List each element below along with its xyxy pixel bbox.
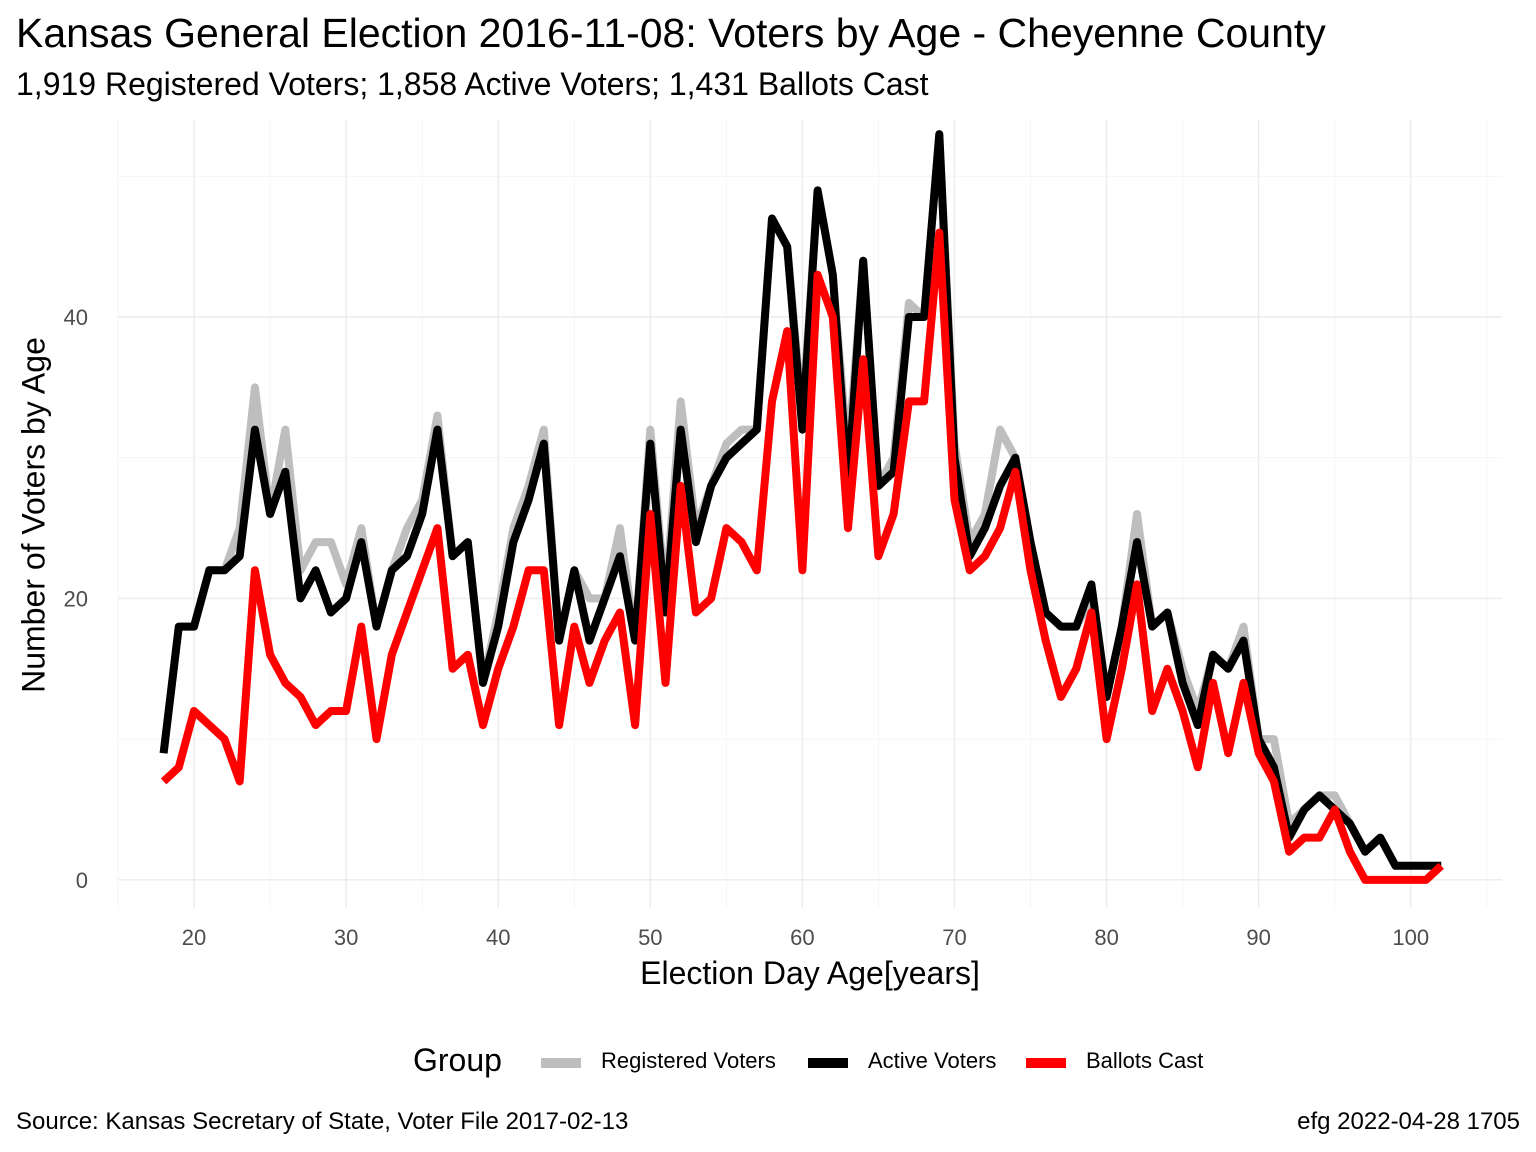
x-tick-label: 30 xyxy=(334,925,358,950)
axis-tick-labels: 20 30 40 50 60 70 80 90 100 0 20 40 xyxy=(64,305,1430,950)
series-lines xyxy=(159,130,1444,884)
chart-title: Kansas General Election 2016-11-08: Vote… xyxy=(16,10,1326,56)
chart-subtitle: 1,919 Registered Voters; 1,858 Active Vo… xyxy=(16,66,929,102)
x-tick-label: 60 xyxy=(790,925,814,950)
legend-key-ballots xyxy=(1026,1058,1066,1068)
source-caption: Source: Kansas Secretary of State, Voter… xyxy=(16,1108,629,1135)
legend-label-ballots: Ballots Cast xyxy=(1086,1048,1204,1073)
x-tick-label: 50 xyxy=(638,925,662,950)
legend-label-registered: Registered Voters xyxy=(601,1048,776,1073)
y-tick-label: 20 xyxy=(64,586,88,611)
legend-title: Group xyxy=(413,1042,502,1078)
y-tick-label: 40 xyxy=(64,305,88,330)
x-tick-label: 70 xyxy=(942,925,966,950)
y-tick-label: 0 xyxy=(76,868,88,893)
legend: Group Registered Voters Active Voters Ba… xyxy=(0,1040,1536,1084)
grid-lines xyxy=(117,120,1502,908)
x-axis-label: Election Day Age[years] xyxy=(640,955,980,991)
x-tick-label: 20 xyxy=(182,925,206,950)
x-tick-label: 90 xyxy=(1246,925,1270,950)
legend-label-active: Active Voters xyxy=(868,1048,997,1073)
legend-key-active xyxy=(808,1058,848,1068)
credit-caption: efg 2022-04-28 1705 xyxy=(1297,1108,1520,1135)
series-line-ballots-cast xyxy=(160,228,1444,884)
x-tick-label: 100 xyxy=(1392,925,1429,950)
series-line-active-voters xyxy=(159,130,1442,870)
y-axis-label: Number of Voters by Age xyxy=(15,337,52,693)
legend-key-registered xyxy=(541,1058,581,1068)
x-tick-label: 80 xyxy=(1094,925,1118,950)
x-tick-label: 40 xyxy=(486,925,510,950)
